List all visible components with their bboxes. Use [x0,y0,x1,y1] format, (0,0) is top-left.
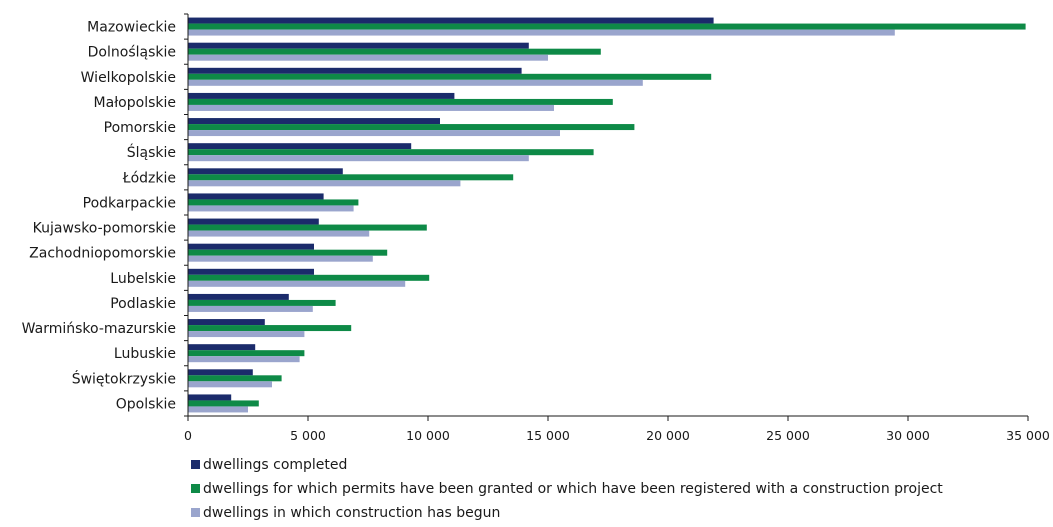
bar [188,394,232,401]
bar [188,305,313,312]
category-label: Zachodniopomorskie [29,246,176,262]
bar [188,325,352,332]
bar [188,255,373,262]
bar [188,230,370,237]
bar [188,174,514,181]
category-label: Lubelskie [110,271,176,287]
category-label: Pomorskie [104,120,176,136]
bar [188,130,560,137]
axes [184,13,1028,417]
category-label: Mazowieckie [87,20,176,36]
bar [188,381,272,388]
bar [188,143,412,150]
bar [188,193,324,200]
x-tick-label: 25 000 [766,428,810,443]
bar [188,98,613,105]
category-label: Lubuskie [114,346,176,362]
bar [188,331,305,338]
bar [188,249,388,256]
bar [188,243,314,250]
bar [188,369,253,376]
category-label: Podkarpackie [83,195,176,211]
legend-swatch [191,460,200,469]
bar [188,268,314,275]
bar [188,205,354,212]
bar [188,42,529,49]
bar [188,400,259,407]
x-tick-label: 0 [184,428,192,443]
legend-swatch [191,508,200,517]
category-label: Łódzkie [122,170,176,186]
x-tick-label: 15 000 [526,428,570,443]
bar [188,350,305,357]
bar [188,155,529,162]
bar [188,406,248,413]
bar [188,92,455,99]
category-label: Wielkopolskie [81,70,176,86]
bar [188,48,601,55]
x-tick-label: 20 000 [646,428,690,443]
bar [188,356,300,363]
bar [188,319,265,326]
bar [188,104,554,111]
bar [188,79,643,86]
bars-layer [188,17,1026,413]
bar [188,17,714,24]
bar [188,375,282,382]
bar [188,293,289,300]
bar [188,29,895,36]
legend-swatch [191,484,200,493]
bar [188,124,635,131]
x-tick-label: 35 000 [1006,428,1050,443]
legend-entry: dwellings for which permits have been gr… [203,481,943,497]
category-label: Dolnośląskie [88,45,176,61]
legend: dwellings completed dwellings for which p… [191,457,943,521]
category-label: Małopolskie [94,95,176,111]
x-axis-ticks: 0 5 000 10 000 15 000 20 000 25 000 30 000 35 0… [184,416,1050,443]
legend-entry: dwellings completed [203,457,347,473]
bar [188,274,430,281]
bar [188,23,1026,30]
bar [188,199,359,206]
bar [188,149,594,156]
category-label: Świętokrzyskie [72,369,176,387]
x-tick-label: 5 000 [290,428,326,443]
bar [188,54,548,61]
bar [188,67,522,74]
category-label: Opolskie [116,396,176,412]
x-tick-label: 30 000 [886,428,930,443]
bar [188,168,343,175]
category-labels: Mazowieckie Dolnośląskie Wielkopolskie Mało… [22,20,176,413]
category-label: Kujawsko-pomorskie [33,221,176,237]
bar [188,180,461,187]
category-label: Śląskie [127,143,176,161]
bar [188,218,319,225]
bar [188,344,256,351]
bar [188,224,427,231]
legend-entry: dwellings in which construction has begu… [203,505,500,521]
category-label: Warmińsko-mazurskie [22,321,176,337]
category-label: Podlaskie [110,296,176,312]
x-tick-label: 10 000 [406,428,450,443]
bar [188,280,406,287]
bar [188,118,440,125]
bar [188,299,336,306]
bar [188,73,712,80]
